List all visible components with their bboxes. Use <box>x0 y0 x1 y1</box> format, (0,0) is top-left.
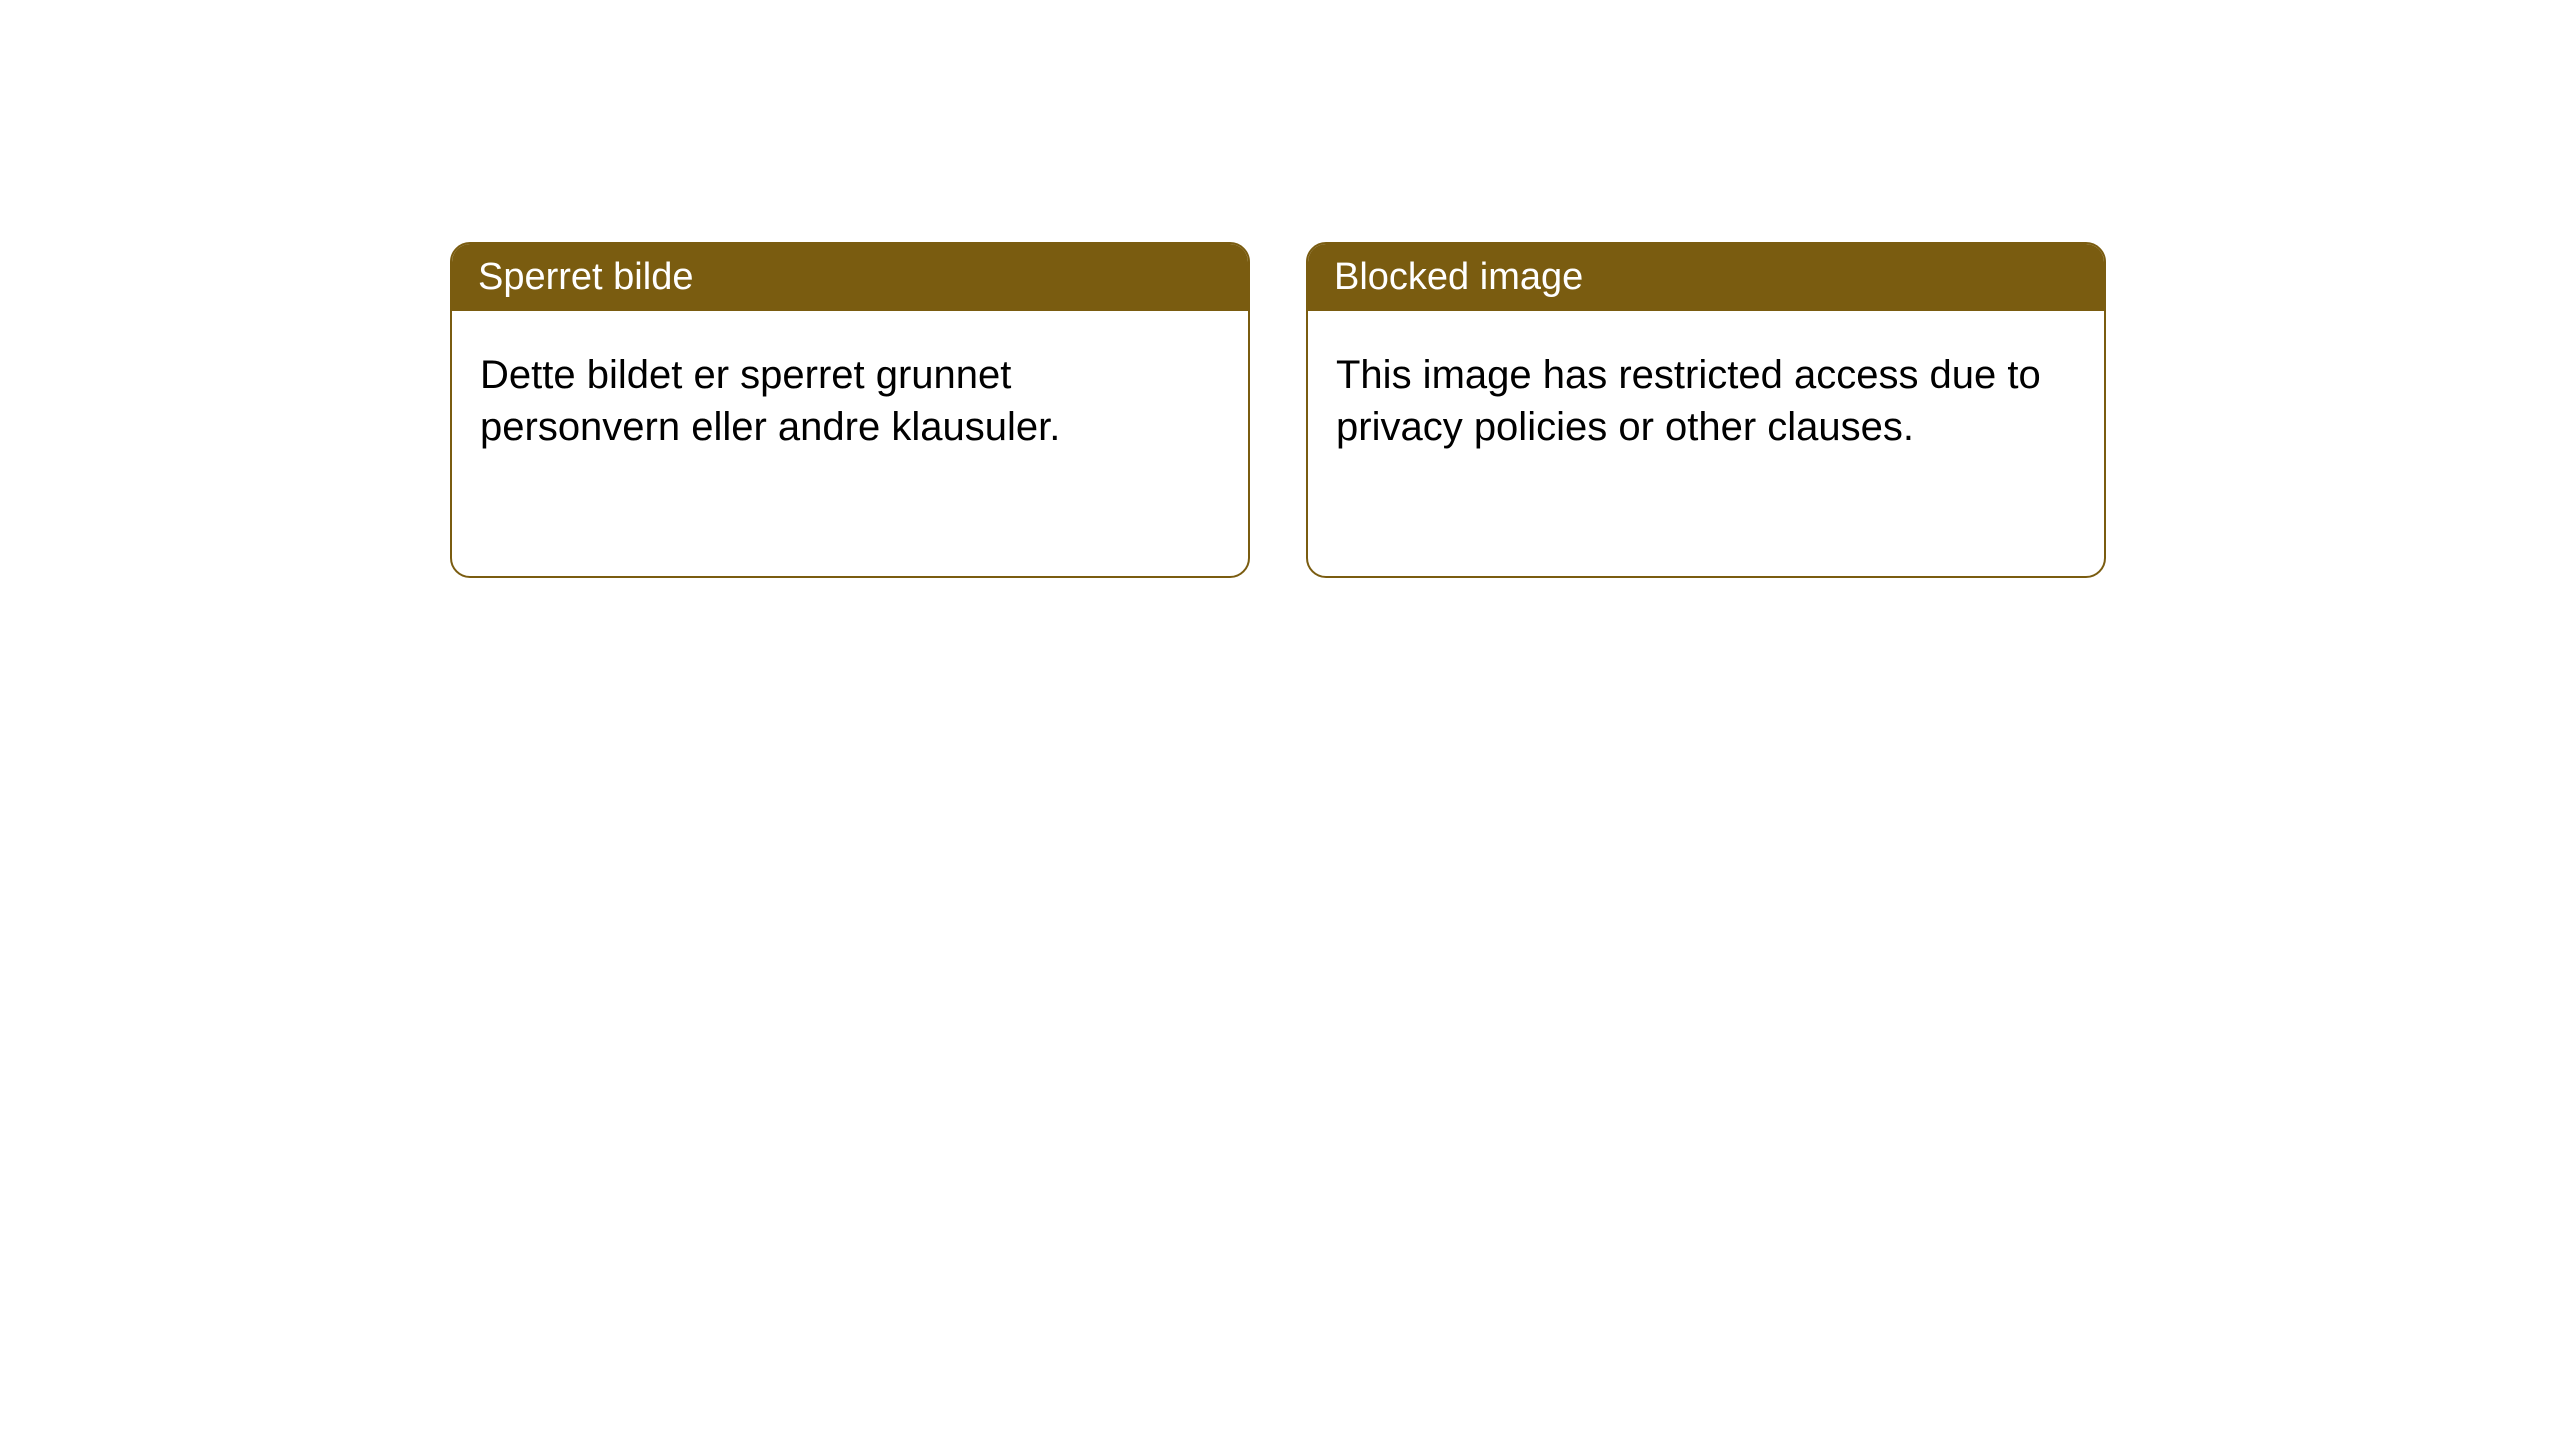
blocked-image-card-en: Blocked image This image has restricted … <box>1306 242 2106 578</box>
card-header-no: Sperret bilde <box>452 244 1248 311</box>
card-title-no: Sperret bilde <box>478 256 693 298</box>
card-body-text-en: This image has restricted access due to … <box>1336 353 2041 449</box>
cards-container: Sperret bilde Dette bildet er sperret gr… <box>0 0 2560 578</box>
card-body-en: This image has restricted access due to … <box>1308 311 2104 491</box>
blocked-image-card-no: Sperret bilde Dette bildet er sperret gr… <box>450 242 1250 578</box>
card-header-en: Blocked image <box>1308 244 2104 311</box>
card-body-no: Dette bildet er sperret grunnet personve… <box>452 311 1248 491</box>
card-title-en: Blocked image <box>1334 256 1583 298</box>
card-body-text-no: Dette bildet er sperret grunnet personve… <box>480 353 1060 449</box>
